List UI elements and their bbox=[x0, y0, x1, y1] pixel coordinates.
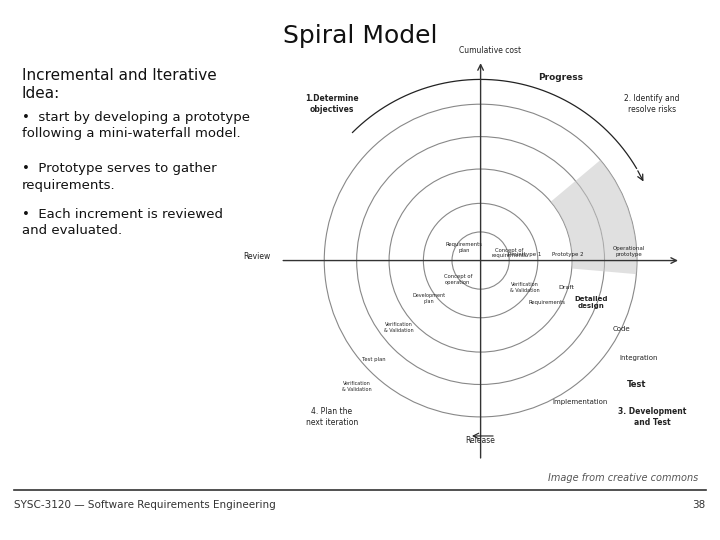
Text: Review: Review bbox=[243, 252, 271, 261]
Text: •  Prototype serves to gather
requirements.: • Prototype serves to gather requirement… bbox=[22, 162, 216, 192]
Text: •  start by developing a prototype
following a mini-waterfall model.: • start by developing a prototype follow… bbox=[22, 111, 250, 140]
Text: Image from creative commons: Image from creative commons bbox=[548, 473, 698, 483]
Text: Operational
prototype: Operational prototype bbox=[613, 246, 646, 256]
Text: Pminttype 1: Pminttype 1 bbox=[508, 252, 541, 256]
Text: Incremental and Iterative: Incremental and Iterative bbox=[22, 68, 216, 83]
Text: 1.Determine
objectives: 1.Determine objectives bbox=[305, 94, 359, 114]
Text: Progress: Progress bbox=[538, 73, 582, 82]
Text: 3. Development
and Test: 3. Development and Test bbox=[618, 407, 686, 427]
Text: Requirements
plan: Requirements plan bbox=[446, 242, 483, 253]
Text: Cumulative cost: Cumulative cost bbox=[459, 45, 521, 55]
Text: Prototype 2: Prototype 2 bbox=[552, 252, 584, 256]
Text: Verification
& Validation: Verification & Validation bbox=[384, 322, 413, 333]
Text: Integration: Integration bbox=[620, 355, 658, 361]
Wedge shape bbox=[551, 181, 605, 272]
Text: Concept of
operation: Concept of operation bbox=[444, 274, 472, 285]
Text: Requirements: Requirements bbox=[528, 300, 566, 305]
Text: 2. Identify and
resolve risks: 2. Identify and resolve risks bbox=[624, 94, 680, 114]
Text: Verification
& Validation: Verification & Validation bbox=[510, 282, 539, 293]
Text: Implementation: Implementation bbox=[552, 399, 608, 404]
Text: 4. Plan the
next iteration: 4. Plan the next iteration bbox=[306, 407, 358, 427]
Text: 38: 38 bbox=[693, 500, 706, 510]
Text: SYSC-3120 — Software Requirements Engineering: SYSC-3120 — Software Requirements Engine… bbox=[14, 500, 276, 510]
Text: Spiral Model: Spiral Model bbox=[283, 24, 437, 48]
Text: Test: Test bbox=[627, 380, 647, 389]
Text: Detailed
design: Detailed design bbox=[575, 296, 608, 309]
Text: Release: Release bbox=[466, 436, 495, 445]
Text: Code: Code bbox=[613, 326, 631, 332]
Wedge shape bbox=[575, 160, 637, 274]
Text: Idea:: Idea: bbox=[22, 86, 60, 102]
Text: •  Each increment is reviewed
and evaluated.: • Each increment is reviewed and evaluat… bbox=[22, 208, 222, 238]
Text: Draft: Draft bbox=[559, 285, 575, 290]
Text: Concept of
requirements: Concept of requirements bbox=[491, 247, 527, 258]
Text: Test plan: Test plan bbox=[362, 357, 386, 362]
Text: Development
plan: Development plan bbox=[413, 293, 446, 304]
Text: Verification
& Validation: Verification & Validation bbox=[342, 381, 372, 392]
